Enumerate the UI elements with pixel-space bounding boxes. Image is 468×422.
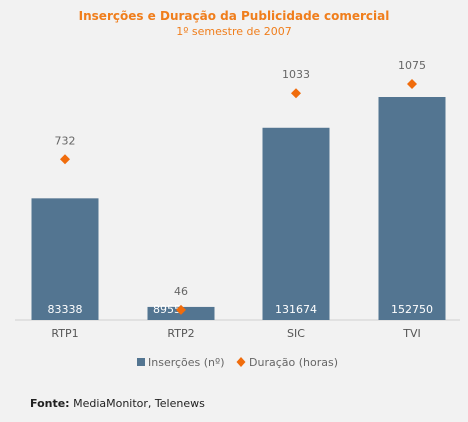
legend-label-insercoes: Inserções (nº): [148, 356, 225, 369]
category-labels: RTP1 RTP2 SIC TVI: [51, 327, 420, 340]
source-label: Fonte:: [30, 397, 70, 410]
bar-rtp1: [31, 198, 99, 320]
legend-swatch-insercoes: [137, 358, 145, 366]
marker-rtp1: [60, 154, 70, 165]
marker-value-label-tvi: 1075: [398, 59, 426, 72]
marker-rtp2: [176, 304, 186, 315]
chart-subtitle: 1º semestre de 2007: [176, 25, 292, 38]
category-label-sic: SIC: [287, 327, 305, 340]
legend-swatch-duracao: [236, 357, 246, 367]
bar-sic: [262, 127, 330, 320]
chart: Inserções e Duração da Publicidade comer…: [15, 9, 460, 369]
category-label-tvi: TVI: [402, 327, 421, 340]
bar-value-label-rtp2: 8955: [153, 303, 181, 316]
bar-series: 83338 8955 131674 152750: [31, 97, 446, 320]
bar-value-label-tvi: 152750: [391, 303, 433, 316]
category-label-rtp1: RTP1: [51, 327, 78, 340]
source-text: MediaMonitor, Telenews: [69, 397, 205, 410]
bar-value-label-rtp1: 83338: [48, 303, 83, 316]
marker-sic: [291, 88, 301, 99]
bar-tvi: [378, 97, 446, 320]
bar-value-label-sic: 131674: [275, 303, 317, 316]
legend: Inserções (nº) Duração (horas): [137, 356, 338, 369]
marker-value-label-rtp2: 46: [174, 285, 188, 298]
source-note: Fonte: MediaMonitor, Telenews: [30, 397, 205, 410]
marker-tvi: [407, 79, 417, 89]
legend-label-duracao: Duração (horas): [249, 356, 338, 369]
chart-title: Inserções e Duração da Publicidade comer…: [79, 9, 390, 23]
marker-series: 732 46 1033 1075: [55, 59, 426, 315]
marker-value-label-rtp1: 732: [55, 134, 76, 147]
marker-value-label-sic: 1033: [282, 68, 310, 81]
category-label-rtp2: RTP2: [167, 327, 194, 340]
